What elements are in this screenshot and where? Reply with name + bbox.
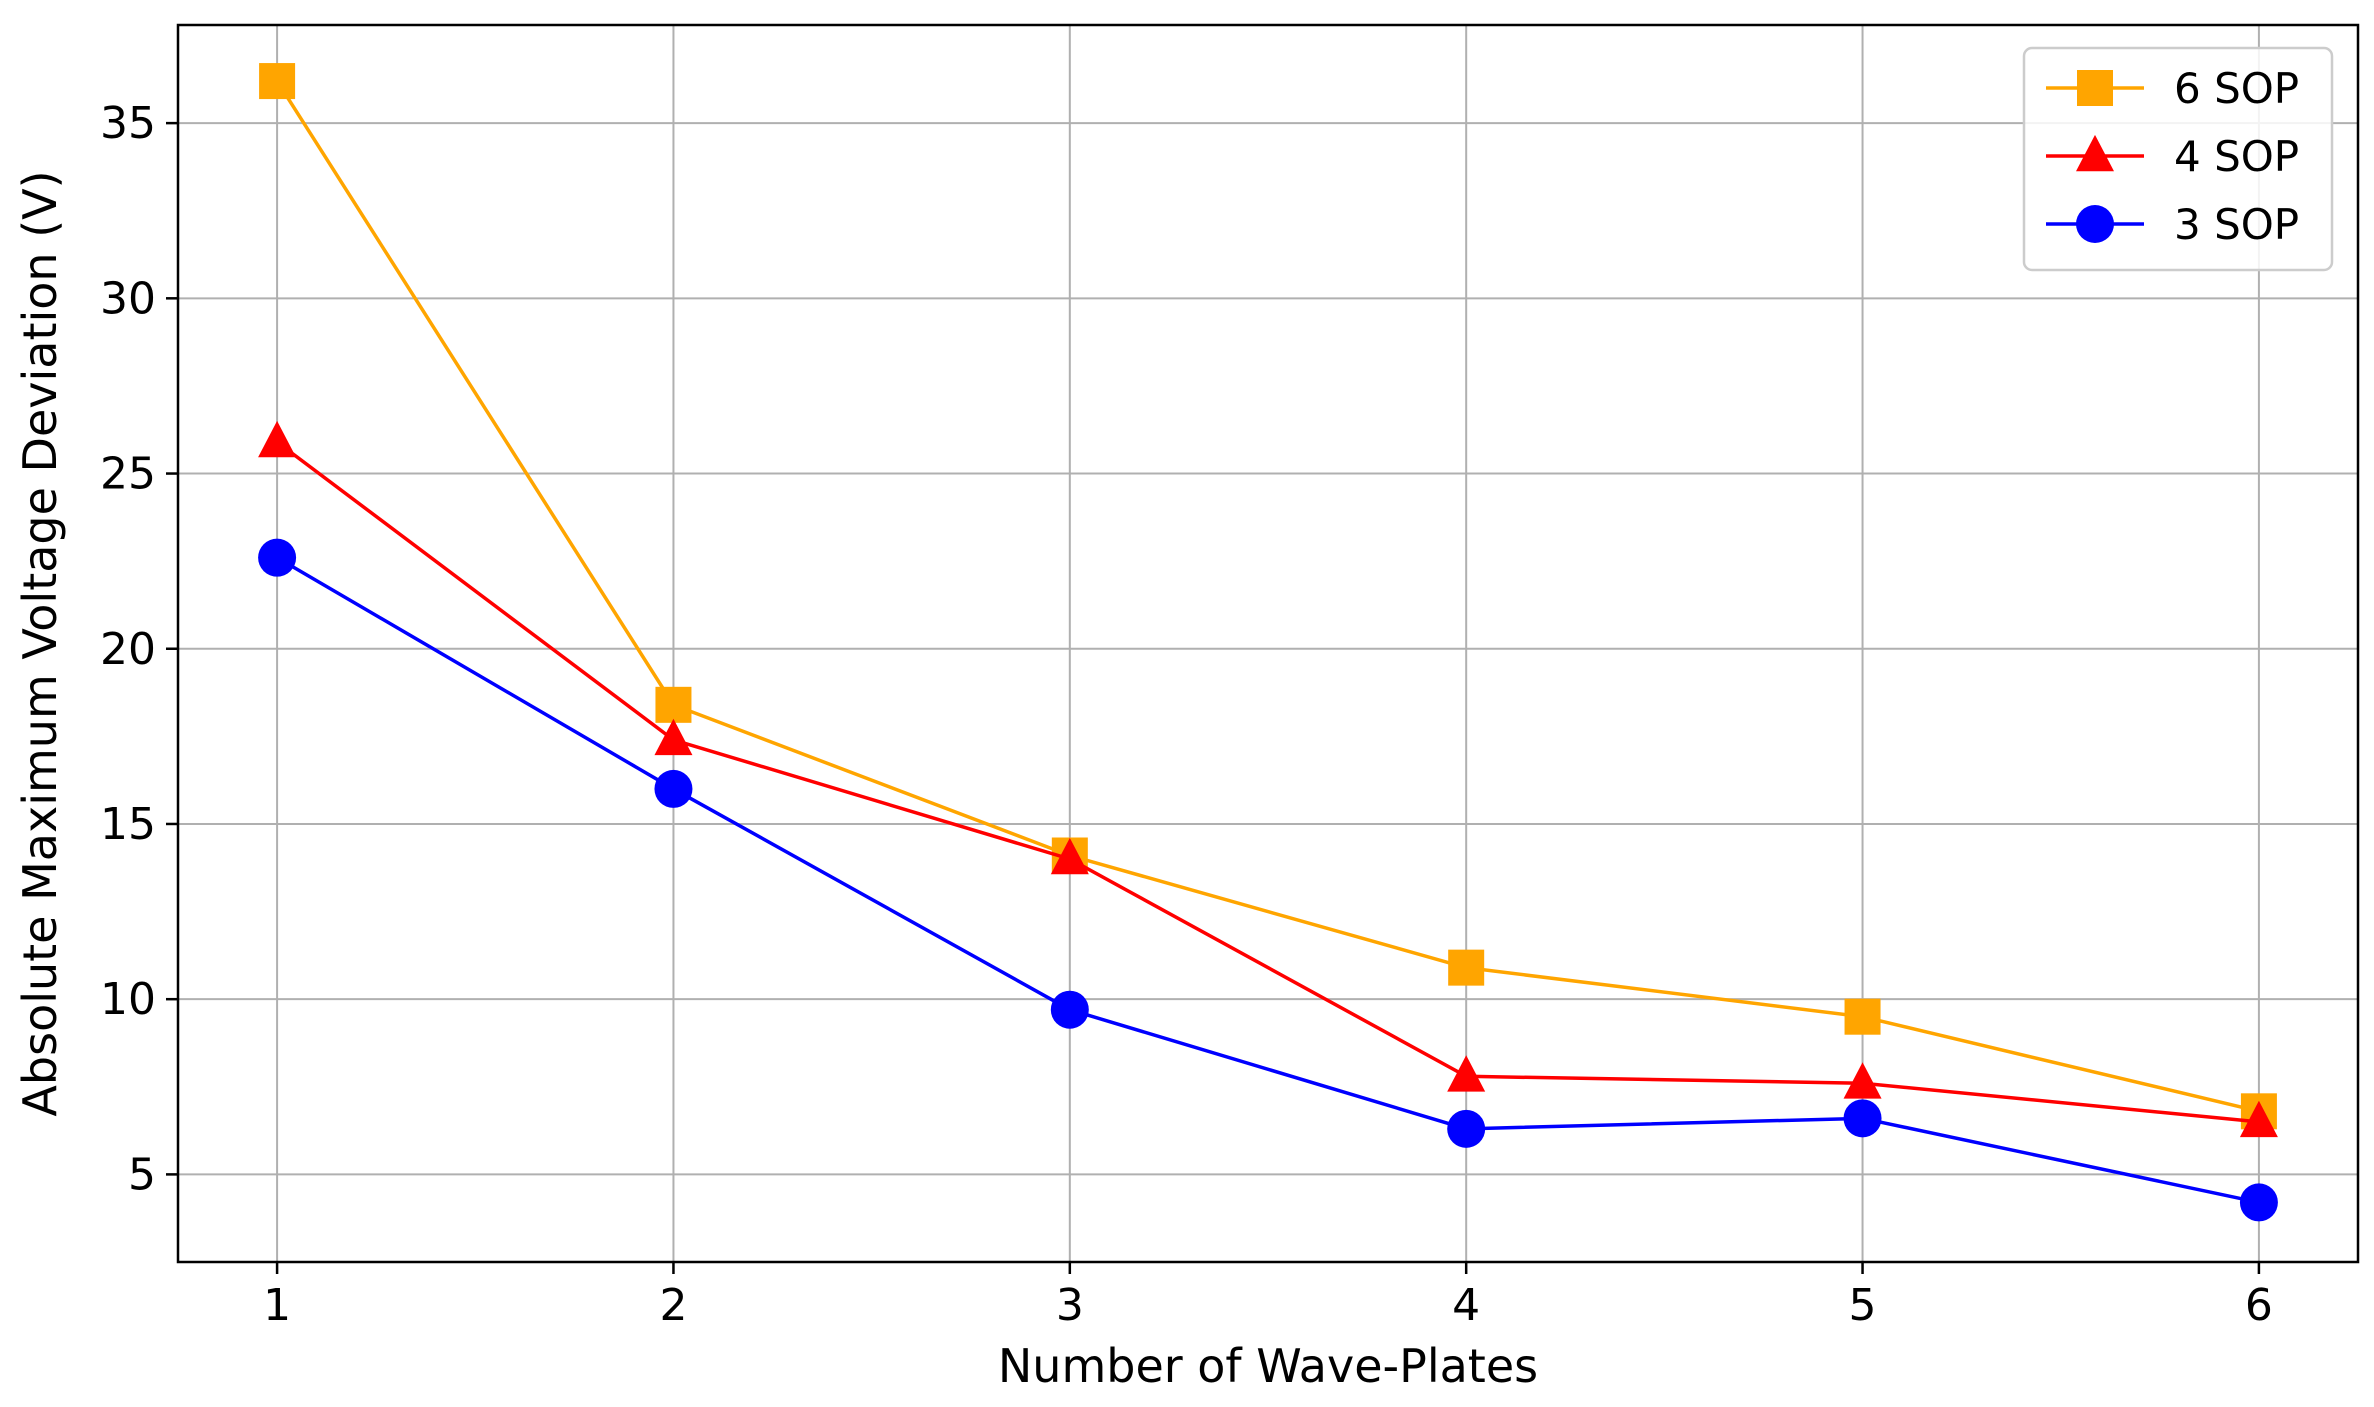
data-point-3-sop — [1843, 1099, 1882, 1138]
legend-label: 3 SOP — [2174, 200, 2299, 249]
legend-marker — [2076, 205, 2114, 243]
data-point-6-sop — [1844, 998, 1881, 1035]
y-tick-label: 25 — [100, 449, 156, 500]
data-point-4-sop — [258, 420, 297, 458]
series-line-4-sop — [276, 440, 2260, 1124]
data-point-4-sop — [1843, 1062, 1882, 1099]
y-tick-label: 20 — [100, 624, 156, 675]
x-axis-label: Number of Wave-Plates — [998, 1339, 1538, 1393]
data-point-4-sop — [1050, 837, 1089, 875]
data-point-3-sop — [2239, 1183, 2278, 1222]
data-point-4-sop — [1447, 1055, 1486, 1092]
legend-marker — [2076, 134, 2114, 172]
data-point-6-sop — [655, 686, 692, 723]
y-tick-label: 15 — [100, 799, 156, 850]
y-tick-label: 10 — [100, 974, 156, 1025]
y-tick-label: 5 — [128, 1149, 156, 1200]
y-tick-label: 35 — [100, 98, 156, 149]
data-point-6-sop — [259, 63, 296, 100]
data-point-6-sop — [1448, 949, 1485, 986]
x-tick-label: 1 — [263, 1280, 291, 1331]
x-axis-ticks: 1 2 3 4 5 6 — [263, 1262, 2273, 1331]
legend-label: 6 SOP — [2174, 64, 2299, 113]
y-axis-ticks: 5 10 15 20 25 30 35 — [100, 98, 178, 1200]
data-point-3-sop — [654, 769, 693, 808]
data-point-3-sop — [1447, 1109, 1486, 1148]
x-tick-label: 6 — [2245, 1280, 2273, 1331]
series-line-6-sop — [275, 80, 2260, 1114]
data-point-3-sop — [258, 538, 297, 577]
legend-item-6-sop: 6 SOP — [2046, 64, 2299, 113]
y-axis-label: Absolute Maximum Voltage Deviation (V) — [13, 170, 67, 1116]
series-line-3-sop — [276, 556, 2260, 1205]
data-point-4-sop — [2239, 1100, 2278, 1138]
x-tick-label: 4 — [1452, 1280, 1480, 1331]
legend-marker — [2077, 70, 2113, 106]
legend-label: 4 SOP — [2174, 132, 2299, 181]
series-4-sop — [258, 420, 2278, 1138]
series-3-sop — [258, 538, 2278, 1222]
x-tick-label: 3 — [1056, 1280, 1084, 1331]
data-point-4-sop — [654, 718, 693, 756]
y-tick-label: 30 — [100, 273, 156, 324]
x-tick-label: 5 — [1849, 1280, 1877, 1331]
x-tick-label: 2 — [659, 1280, 687, 1331]
data-point-3-sop — [1050, 990, 1089, 1029]
legend-item-4-sop: 4 SOP — [2046, 132, 2299, 181]
legend-item-3-sop: 3 SOP — [2046, 200, 2299, 249]
plot-area-frame — [176, 23, 2360, 1264]
legend: 6 SOP 4 SOP 3 SOP — [2022, 46, 2334, 272]
series-group — [258, 63, 2278, 1222]
